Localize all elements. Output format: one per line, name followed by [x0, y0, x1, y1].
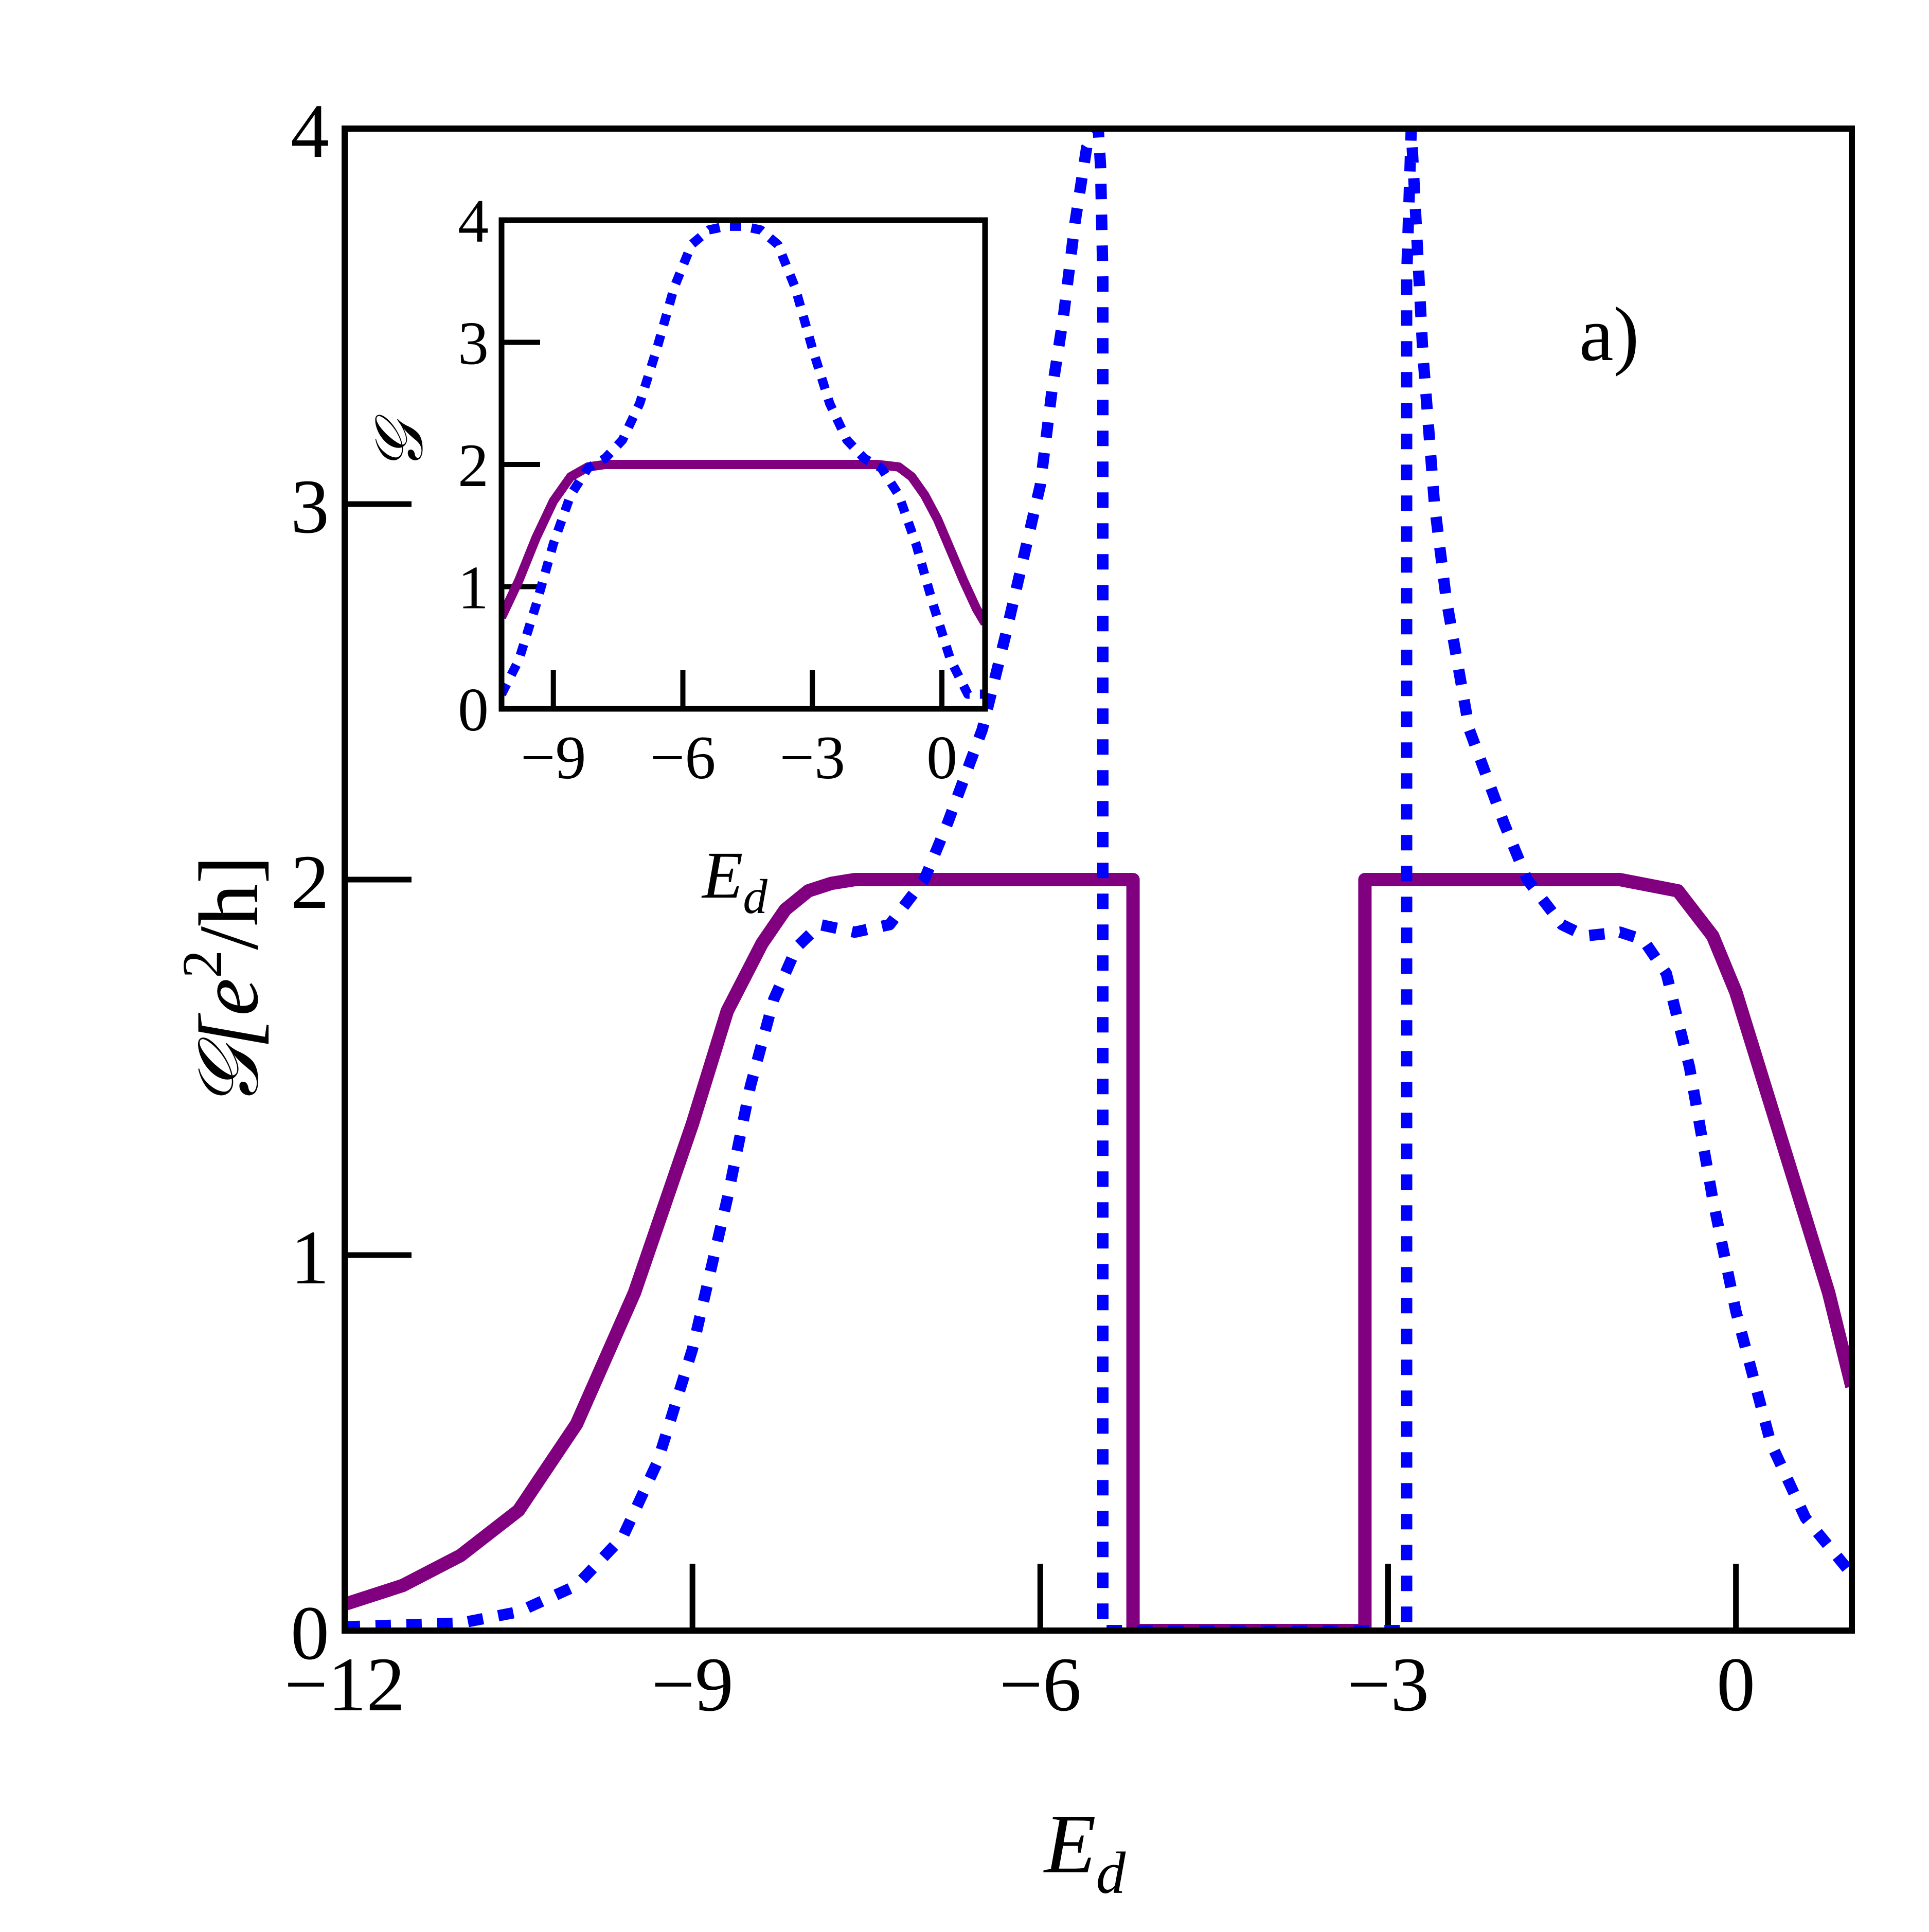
main-plot: −12 −9 −6 −3 0 0 1 2 3 4 [284, 88, 1852, 1727]
inset-y-tick-label: 0 [458, 675, 489, 744]
panel-label: a) [1579, 292, 1639, 377]
main-y-tick-label: 2 [291, 839, 329, 925]
main-x-tick-label: −12 [284, 1642, 405, 1727]
inset-x-axis-title: Ed [701, 838, 767, 924]
main-x-tick-label: −6 [999, 1642, 1082, 1727]
main-y-tick-label: 1 [291, 1215, 329, 1300]
main-y-tick-label: 4 [291, 88, 329, 174]
main-plot-frame [342, 126, 1855, 1634]
inset-y-tick-label: 1 [458, 553, 489, 622]
inset-y-tick-label: 4 [458, 187, 489, 255]
main-y-tick-label: 3 [291, 464, 329, 549]
main-x-tick-label: −9 [651, 1642, 734, 1727]
main-series-group [345, 129, 1852, 1631]
inset-y-axis-title: 𝒢 [363, 414, 437, 471]
inset-x-tick-label: −6 [650, 723, 716, 792]
main-solid-series-line [345, 873, 1852, 1631]
main-dotted-series-line [345, 129, 1852, 1631]
main-x-axis-title: Ed [1043, 1797, 1126, 1906]
main-x-tick-label: 0 [1717, 1642, 1755, 1727]
inset-x-tick-label: 0 [926, 723, 957, 792]
inset-plot: −9 −6 −3 0 0 1 2 3 4 [458, 187, 988, 792]
inset-plot-frame [498, 217, 988, 712]
inset-series-group [502, 221, 985, 699]
main-y-axis-title: 𝒢[e2/h] [171, 855, 276, 1109]
inset-x-tick-label: −9 [521, 723, 586, 792]
inset-y-tick-label: 3 [458, 309, 489, 378]
main-x-tick-label: −3 [1347, 1642, 1430, 1727]
main-y-tick-label: 0 [291, 1590, 329, 1676]
inset-solid-series-line [502, 460, 985, 626]
inset-dotted-series-line [502, 221, 985, 699]
inset-x-tick-label: −3 [779, 723, 845, 792]
inset-y-tick-label: 2 [458, 431, 489, 499]
